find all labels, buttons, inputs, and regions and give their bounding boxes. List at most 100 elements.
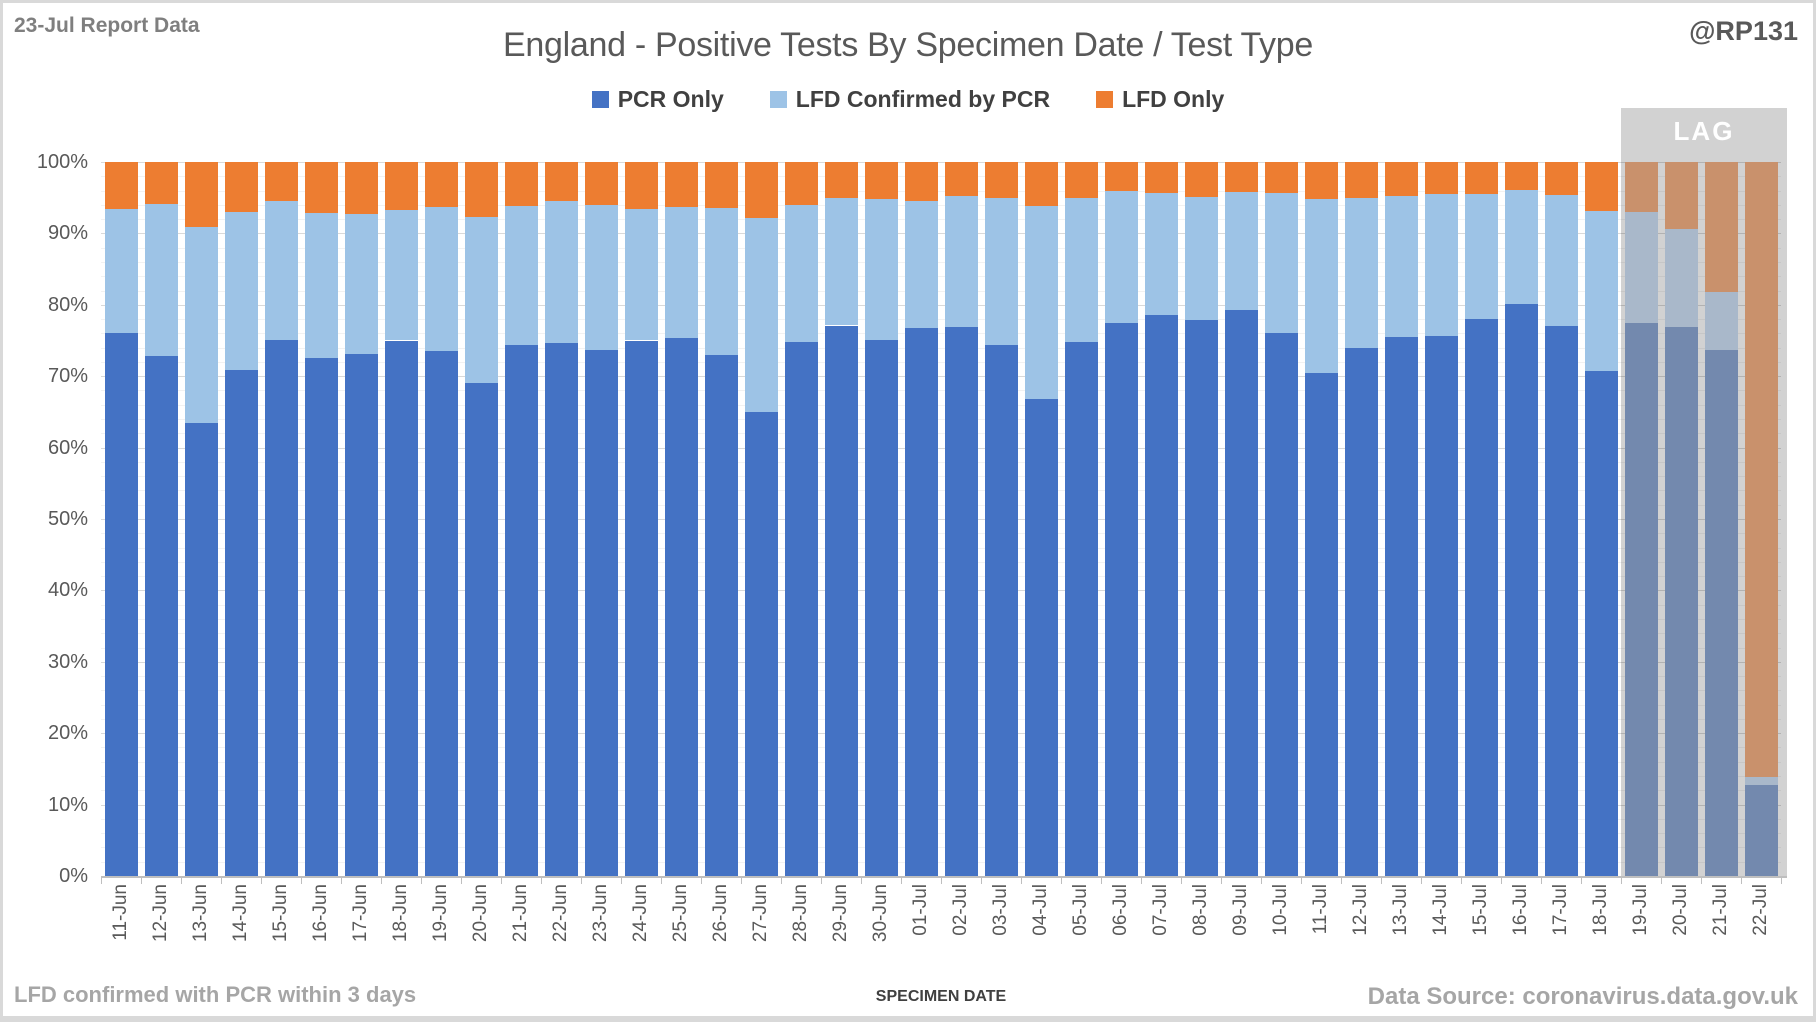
bar-segment [1024, 206, 1058, 400]
x-axis-tick [1381, 878, 1382, 884]
bar-segment [864, 339, 898, 876]
x-axis-tick [1221, 878, 1222, 884]
x-axis-tick [141, 878, 142, 884]
bar-segment [624, 340, 658, 876]
x-axis-label: 01-Jul [910, 884, 931, 936]
bar-segment [1304, 162, 1338, 200]
x-axis-tick [1701, 878, 1702, 884]
x-axis-tick [741, 878, 742, 884]
x-axis-label: 20-Jul [1670, 884, 1691, 936]
minor-gridline [101, 361, 1781, 363]
x-axis-tick [701, 878, 702, 884]
x-axis-label: 22-Jun [550, 884, 571, 943]
bar-segment [1024, 399, 1058, 876]
bar-segment [744, 217, 778, 412]
bar-segment [1104, 190, 1138, 324]
x-axis-label: 13-Jun [190, 884, 211, 943]
bar-segment [984, 197, 1018, 346]
minor-gridline [101, 419, 1781, 421]
minor-gridline [101, 561, 1781, 563]
x-axis-label: 17-Jun [350, 884, 371, 943]
x-axis-tick [621, 878, 622, 884]
x-axis-label: 23-Jun [590, 884, 611, 943]
y-axis-label: 60% [47, 436, 88, 459]
bar-segment [144, 204, 178, 357]
x-axis-label: 11-Jul [1310, 884, 1331, 935]
bar-segment [1424, 194, 1458, 337]
bar-segment [1024, 162, 1058, 207]
bar-segment [1744, 776, 1778, 786]
minor-gridline [101, 261, 1781, 263]
minor-gridline [101, 333, 1781, 335]
bar-segment [504, 162, 538, 206]
x-axis-tick [781, 878, 782, 884]
minor-gridline [101, 319, 1781, 321]
x-axis-label: 02-Jul [950, 884, 971, 936]
x-axis-label: 19-Jul [1630, 884, 1651, 936]
minor-gridline [101, 576, 1781, 578]
bar-segment [464, 162, 498, 217]
bar-segment [1464, 319, 1498, 876]
minor-gridline [101, 504, 1781, 506]
bar-segment [1424, 162, 1458, 195]
x-axis-label: 15-Jun [270, 884, 291, 943]
minor-gridline [101, 490, 1781, 492]
minor-gridline [101, 190, 1781, 192]
bar-segment [224, 162, 258, 212]
x-axis-label: 18-Jun [390, 884, 411, 943]
bar-segment [1104, 323, 1138, 876]
bar-segment [184, 423, 218, 876]
minor-gridline [101, 533, 1781, 535]
x-axis-label: 04-Jul [1030, 884, 1051, 936]
x-axis-tick [941, 878, 942, 884]
legend-item-lfd-only: LFD Only [1096, 86, 1224, 113]
x-axis-tick [821, 878, 822, 884]
major-gridline [101, 233, 1781, 235]
bar-segment [1304, 372, 1338, 876]
x-axis-tick [1021, 878, 1022, 884]
x-axis-label: 15-Jul [1470, 884, 1491, 936]
legend-swatch-lfd-only [1096, 91, 1114, 108]
bar-segment [624, 209, 658, 341]
minor-gridline [101, 690, 1781, 692]
bar-segment [184, 226, 218, 424]
minor-gridline [101, 676, 1781, 678]
major-gridline [101, 590, 1781, 592]
bar-segment [864, 162, 898, 200]
minor-gridline [101, 747, 1781, 749]
x-axis-label: 13-Jul [1390, 884, 1411, 936]
x-axis-label: 28-Jun [790, 884, 811, 943]
x-axis-tick [581, 878, 582, 884]
x-axis-tick [1461, 878, 1462, 884]
x-axis-label: 20-Jun [470, 884, 491, 943]
bar-segment [224, 370, 258, 876]
minor-gridline [101, 833, 1781, 835]
minor-gridline [101, 290, 1781, 292]
minor-gridline [101, 861, 1781, 863]
minor-gridline [101, 276, 1781, 278]
x-axis-label: 14-Jul [1430, 884, 1451, 936]
bar-segment [824, 198, 858, 326]
minor-gridline [101, 704, 1781, 706]
bar-segment [1664, 229, 1698, 327]
bar-segment [1384, 336, 1418, 876]
x-axis-tick [221, 878, 222, 884]
bar-segment [544, 343, 578, 876]
y-axis-label: 0% [59, 865, 88, 887]
bar-segment [1104, 162, 1138, 191]
major-gridline [101, 304, 1781, 306]
bar-segment [504, 205, 538, 345]
x-axis-tick [1061, 878, 1062, 884]
bar-segment [144, 162, 178, 205]
bar-segment [264, 162, 298, 202]
bar-segment [944, 162, 978, 196]
bar-segment [1624, 323, 1658, 876]
x-axis-tick [501, 878, 502, 884]
bar-segment [1624, 162, 1658, 212]
bar-segment [1584, 371, 1618, 876]
bar-segment [1544, 162, 1578, 195]
bar-segment [784, 341, 818, 876]
bar-segment [1504, 162, 1538, 190]
legend-item-pcr-only: PCR Only [591, 86, 724, 113]
